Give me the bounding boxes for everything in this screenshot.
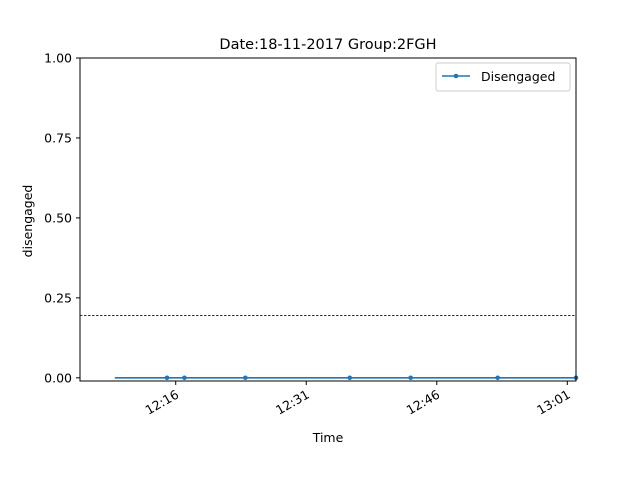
data-point — [347, 375, 353, 381]
data-point — [495, 375, 500, 381]
x-tick-label: 12:16 — [143, 387, 182, 418]
y-tick-label: 1.00 — [44, 51, 72, 66]
data-point — [182, 375, 187, 381]
y-axis: 0.00 0.25 0.50 0.75 1.00 — [44, 51, 80, 385]
x-axis: 12:16 12:31 12:46 13:01 — [143, 381, 573, 418]
y-tick-label: 0.25 — [44, 290, 72, 305]
legend: Disengaged — [435, 62, 571, 92]
legend-label-disengaged: Disengaged — [481, 69, 555, 84]
legend-marker-sample — [453, 73, 459, 79]
plot-frame — [79, 57, 577, 382]
x-tick-label: 12:46 — [404, 387, 443, 418]
y-tick-label: 0.50 — [44, 210, 72, 225]
data-point — [243, 375, 248, 381]
y-tick-label: 0.75 — [44, 130, 72, 145]
y-axis-label: disengaged — [20, 185, 35, 258]
x-axis-label: Time — [312, 430, 344, 445]
plot-area — [80, 315, 579, 381]
data-point — [408, 375, 413, 381]
data-point — [164, 375, 170, 381]
y-tick-label: 0.00 — [44, 370, 72, 385]
x-tick-label: 13:01 — [534, 387, 573, 418]
x-tick-label: 12:31 — [273, 387, 312, 418]
chart-title: Date:18-11-2017 Group:2FGH — [219, 37, 436, 53]
legend-box — [435, 62, 571, 92]
